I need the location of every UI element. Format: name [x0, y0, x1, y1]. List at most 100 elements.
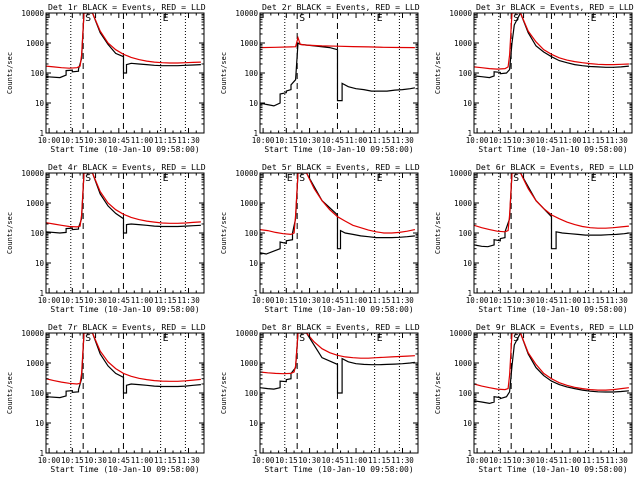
panel-title: Det 4r BLACK = Events, RED = LLD	[48, 162, 206, 172]
plot-frame	[259, 12, 419, 134]
y-tick-label: 10	[463, 419, 473, 428]
marker-label: S	[85, 173, 91, 184]
panel-title: Det 9r BLACK = Events, RED = LLD	[476, 322, 634, 332]
lld-series-line	[260, 35, 415, 49]
x-axis-label: Start Time (10-Jan-10 09:58:00)	[50, 465, 199, 474]
y-tick-label: 1000	[240, 359, 259, 368]
y-tick-label: 10000	[21, 169, 44, 178]
y-tick-label: 100	[458, 389, 472, 398]
panel-title: Det 2r BLACK = Events, RED = LLD	[262, 2, 420, 12]
y-tick-label: 10	[35, 419, 45, 428]
x-tick-label: 10:00	[252, 456, 275, 465]
events-series-line	[474, 13, 629, 79]
marker-label: E	[591, 173, 597, 184]
x-tick-label: 11:15	[582, 456, 605, 465]
x-tick-label: 10:15	[275, 296, 298, 305]
x-tick-label: 10:15	[61, 136, 84, 145]
y-tick-label: 100	[30, 229, 44, 238]
y-tick-label: 1	[39, 449, 44, 458]
x-tick-label: 11:15	[582, 296, 605, 305]
x-tick-label: 11:00	[131, 136, 154, 145]
x-axis-label: Start Time (10-Jan-10 09:58:00)	[50, 305, 199, 314]
panel-title: Det 3r BLACK = Events, RED = LLD	[476, 2, 634, 12]
x-tick-label: 11:15	[154, 136, 177, 145]
events-series-line	[46, 173, 201, 234]
x-tick-label: 10:45	[536, 456, 559, 465]
panel-title: Det 6r BLACK = Events, RED = LLD	[476, 162, 634, 172]
x-tick-label: 11:15	[368, 296, 391, 305]
x-tick-label: 10:15	[275, 136, 298, 145]
y-axis-label: Counts/sec	[6, 372, 14, 414]
y-axis-label: Counts/sec	[434, 52, 442, 94]
lld-series-line	[260, 333, 415, 375]
y-tick-label: 100	[30, 69, 44, 78]
y-tick-label: 1	[39, 289, 44, 298]
panel-title: Det 7r BLACK = Events, RED = LLD	[48, 322, 206, 332]
x-tick-label: 11:30	[177, 456, 200, 465]
events-series-line	[46, 13, 201, 79]
y-tick-label: 10000	[449, 169, 472, 178]
x-tick-label: 10:15	[61, 456, 84, 465]
x-tick-label: 10:45	[108, 296, 131, 305]
y-tick-label: 1	[467, 129, 472, 138]
x-tick-label: 10:45	[536, 296, 559, 305]
x-tick-label: 10:45	[322, 136, 345, 145]
x-tick-label: 10:45	[536, 136, 559, 145]
x-tick-label: 10:00	[38, 136, 61, 145]
marker-label: S	[85, 13, 91, 24]
y-tick-label: 10	[463, 259, 473, 268]
x-tick-label: 10:00	[466, 136, 489, 145]
y-tick-label: 1000	[26, 199, 45, 208]
x-tick-label: 10:30	[84, 296, 107, 305]
y-tick-label: 1000	[240, 199, 259, 208]
plot-frame	[473, 172, 633, 294]
y-tick-label: 100	[458, 69, 472, 78]
x-tick-label: 11:30	[391, 296, 414, 305]
marker-label: S	[513, 13, 519, 24]
panel-title: Det 8r BLACK = Events, RED = LLD	[262, 322, 420, 332]
marker-label: E	[377, 333, 383, 344]
lld-series-line	[474, 173, 629, 233]
y-tick-label: 1000	[26, 39, 45, 48]
marker-label: E	[377, 13, 383, 24]
x-tick-label: 10:30	[298, 136, 321, 145]
x-tick-label: 10:00	[252, 136, 275, 145]
y-tick-label: 10	[249, 99, 259, 108]
x-axis-label: Start Time (10-Jan-10 09:58:00)	[264, 145, 413, 154]
y-tick-label: 10000	[449, 329, 472, 338]
y-axis-label: Counts/sec	[220, 372, 228, 414]
y-tick-label: 10	[35, 259, 45, 268]
x-tick-label: 10:45	[108, 136, 131, 145]
x-tick-label: 11:30	[605, 456, 628, 465]
marker-label: S	[513, 173, 519, 184]
marker-label: E	[591, 13, 597, 24]
lld-series-line	[46, 13, 201, 69]
x-tick-label: 10:00	[466, 296, 489, 305]
y-axis-label: Counts/sec	[434, 212, 442, 254]
x-tick-label: 10:00	[38, 456, 61, 465]
plot-frame	[473, 12, 633, 134]
x-tick-label: 11:00	[345, 456, 368, 465]
x-axis-label: Start Time (10-Jan-10 09:58:00)	[478, 305, 627, 314]
marker-label: S	[299, 173, 305, 184]
y-tick-label: 1000	[240, 39, 259, 48]
marker-label: E	[163, 333, 169, 344]
events-series-line	[260, 173, 415, 255]
x-tick-label: 11:15	[368, 136, 391, 145]
x-tick-label: 11:15	[154, 296, 177, 305]
marker-label: S	[85, 333, 91, 344]
x-axis-label: Start Time (10-Jan-10 09:58:00)	[264, 305, 413, 314]
x-tick-label: 10:30	[84, 456, 107, 465]
events-series-line	[46, 333, 201, 399]
marker-label: E	[591, 333, 597, 344]
x-axis-label: Start Time (10-Jan-10 09:58:00)	[264, 465, 413, 474]
lld-series-line	[474, 333, 629, 391]
y-tick-label: 100	[458, 229, 472, 238]
y-axis-label: Counts/sec	[6, 212, 14, 254]
